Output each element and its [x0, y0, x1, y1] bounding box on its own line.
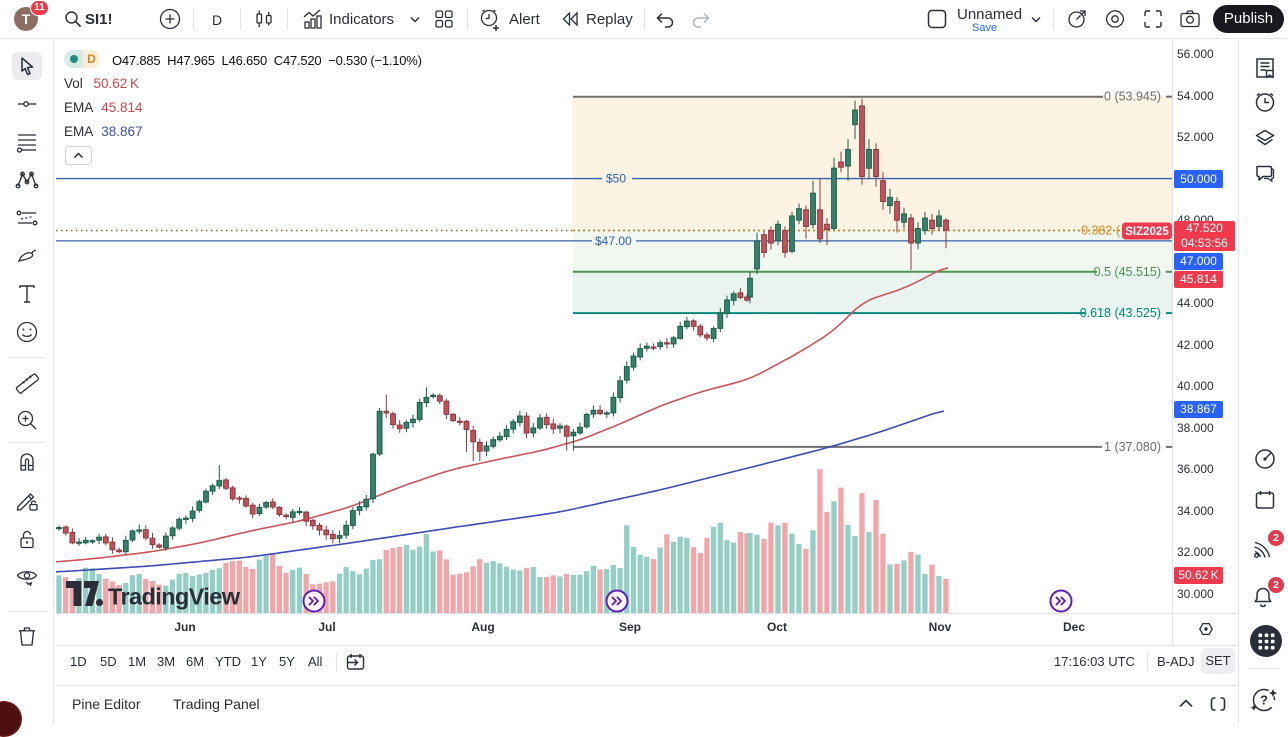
svg-text:$50: $50 [606, 172, 626, 186]
svg-text:$47.00: $47.00 [595, 234, 632, 248]
svg-text:0 (53.945): 0 (53.945) [1104, 90, 1161, 104]
svg-text:TradingView: TradingView [108, 584, 241, 610]
svg-text:1 (37.080): 1 (37.080) [1104, 440, 1161, 454]
svg-text:SIZ2025: SIZ2025 [1125, 226, 1169, 238]
svg-text:0.618 (43.525): 0.618 (43.525) [1080, 306, 1161, 320]
svg-text:?: ? [1260, 693, 1268, 708]
svg-text:0.5 (45.515): 0.5 (45.515) [1094, 265, 1161, 279]
svg-text:0.382 (: 0.382 ( [1081, 224, 1121, 238]
